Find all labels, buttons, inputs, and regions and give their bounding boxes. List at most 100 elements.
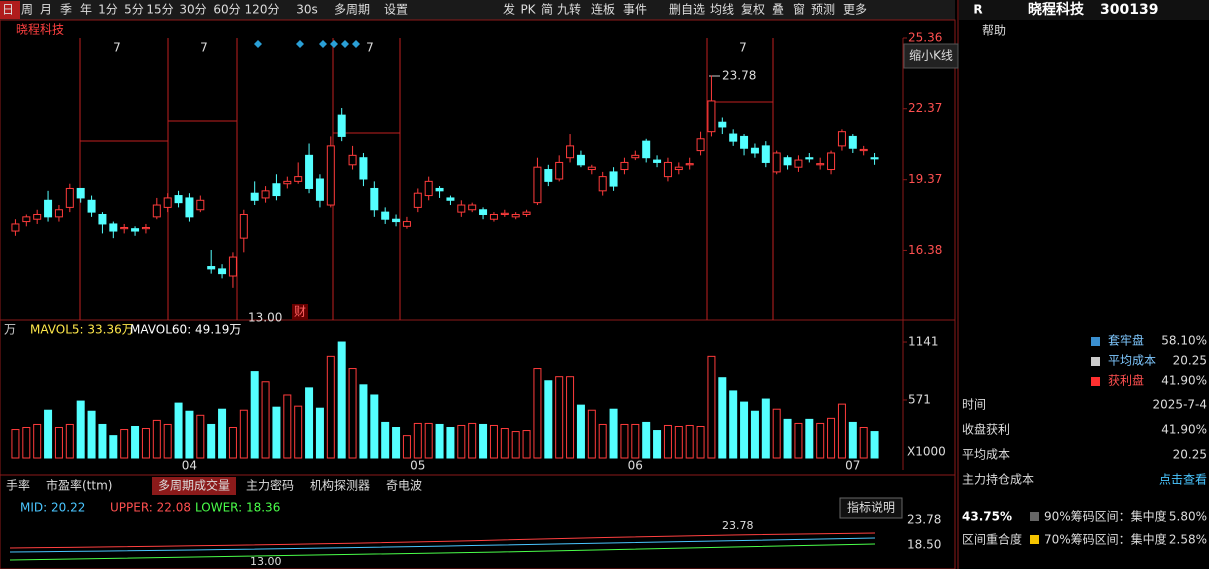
info-value[interactable]: 点击查看 xyxy=(1159,473,1207,487)
candle-body xyxy=(315,178,324,201)
candle-body xyxy=(22,216,31,223)
candle-body xyxy=(218,268,227,275)
candle-body xyxy=(196,199,205,211)
x-tick-label: 07 xyxy=(845,459,860,473)
candle-body xyxy=(718,121,727,128)
volume-bar xyxy=(598,423,607,459)
volume-bar xyxy=(827,417,836,459)
indicator-tab[interactable]: 手率 xyxy=(6,478,30,493)
market: R xyxy=(973,3,982,17)
button-bg[interactable] xyxy=(839,497,903,519)
period-button[interactable]: 月 xyxy=(40,3,52,17)
candle-body xyxy=(696,138,705,152)
period-button[interactable]: 设置 xyxy=(384,3,408,17)
finance-mark[interactable]: 财 xyxy=(294,305,306,319)
tool-button[interactable]: 复权 xyxy=(741,3,765,17)
volume-bar xyxy=(772,408,781,459)
volume-bar xyxy=(381,421,390,459)
high-label: 23.78 xyxy=(722,69,756,83)
volume-bar xyxy=(609,408,618,459)
candle-body xyxy=(566,145,575,159)
tool-button[interactable]: 叠 xyxy=(772,3,784,17)
period-button[interactable]: 多周期 xyxy=(334,3,370,17)
stock-title: 晓程科技 xyxy=(16,22,64,37)
tool-button[interactable]: 发 xyxy=(503,2,515,17)
candle-body xyxy=(381,211,390,220)
y-tick-label: 16.38 xyxy=(908,243,942,257)
volume-bar xyxy=(250,371,259,459)
volume-bar xyxy=(196,414,205,459)
legend-value: 58.10% xyxy=(1161,334,1207,348)
period-button[interactable]: 30s xyxy=(296,3,318,17)
volume-bar xyxy=(131,425,140,459)
candle-body xyxy=(33,213,42,220)
volume-bar xyxy=(620,423,629,459)
period-button[interactable]: 5分 xyxy=(124,3,144,17)
boll-tick: 18.50 xyxy=(907,538,941,552)
volume-bar xyxy=(283,394,292,459)
c90-value: 5.80% xyxy=(1169,510,1207,524)
toolbar-bg xyxy=(0,0,955,20)
event-markers xyxy=(254,40,360,48)
candle-body xyxy=(424,180,433,197)
volume-bar xyxy=(370,394,379,459)
period-lines xyxy=(79,38,774,320)
volume-bar xyxy=(272,406,281,459)
period-button[interactable]: 周 xyxy=(21,3,33,17)
indicator-tab[interactable]: 奇电波 xyxy=(386,479,422,493)
period-button[interactable]: 1分 xyxy=(98,3,118,17)
boll-high: 23.78 xyxy=(722,519,754,532)
indicator-help-button[interactable]: 指标说明 xyxy=(847,500,895,515)
volume-bar xyxy=(848,421,857,459)
indicator-tab[interactable]: 市盈率(ttm) xyxy=(46,478,112,493)
info-label: 收盘获利 xyxy=(962,422,1010,437)
c90: 90%筹码区间：集中度 xyxy=(1044,509,1167,524)
tool-button[interactable]: 更多 xyxy=(843,3,867,17)
tool-button[interactable]: 窗 xyxy=(793,3,805,17)
candle-body xyxy=(750,147,759,154)
candle-body xyxy=(435,187,444,192)
period-button[interactable]: 15分 xyxy=(146,3,173,17)
tool-button[interactable]: 事件 xyxy=(623,3,647,17)
boll-lower-line xyxy=(9,543,876,561)
candle-body xyxy=(555,161,564,180)
volume-bar xyxy=(631,423,640,459)
tool-button[interactable]: PK xyxy=(520,3,536,17)
indicator-tab[interactable]: 主力密码 xyxy=(246,478,294,493)
period-button[interactable]: 日 xyxy=(2,3,14,17)
tool-button[interactable]: 删自选 xyxy=(669,3,705,17)
volume-bar xyxy=(207,423,216,459)
boll-upper: UPPER: 22.08 xyxy=(110,501,191,515)
candle-body xyxy=(816,163,825,166)
candle-body xyxy=(250,192,259,201)
candle-body xyxy=(392,218,401,223)
tool-button[interactable]: 连板 xyxy=(591,2,615,17)
period-button[interactable]: 120分 xyxy=(245,3,280,17)
boll-tick: 23.78 xyxy=(907,513,941,527)
swatch xyxy=(1030,512,1039,521)
volume-bar xyxy=(489,424,498,459)
volume-bar xyxy=(228,427,237,459)
candle-body xyxy=(207,266,216,270)
tool-button[interactable]: 九转 xyxy=(557,2,581,17)
tool-button[interactable]: 简 xyxy=(541,3,553,17)
indicator-tab[interactable]: 机构探测器 xyxy=(310,478,370,493)
tool-button[interactable]: 预测 xyxy=(811,3,835,17)
swatch xyxy=(1030,535,1039,544)
candle-body xyxy=(642,140,651,159)
help[interactable]: 帮助 xyxy=(982,24,1006,38)
info-value: 20.25 xyxy=(1173,448,1207,462)
period-button[interactable]: 30分 xyxy=(179,3,206,17)
tool-button[interactable]: 均线 xyxy=(710,3,734,17)
period-mark: 7 xyxy=(113,41,121,55)
candle-body xyxy=(11,223,20,232)
volume-bar xyxy=(859,427,868,459)
period-button[interactable]: 季 xyxy=(60,3,72,17)
x-tick-label: 05 xyxy=(410,459,425,473)
period-button[interactable]: 60分 xyxy=(213,3,240,17)
period-button[interactable]: 年 xyxy=(80,3,92,17)
volume-bar xyxy=(76,400,85,459)
candle-body xyxy=(294,176,303,182)
indicator-tab[interactable]: 多周期成交量 xyxy=(158,478,230,493)
volume-bar xyxy=(413,422,422,459)
